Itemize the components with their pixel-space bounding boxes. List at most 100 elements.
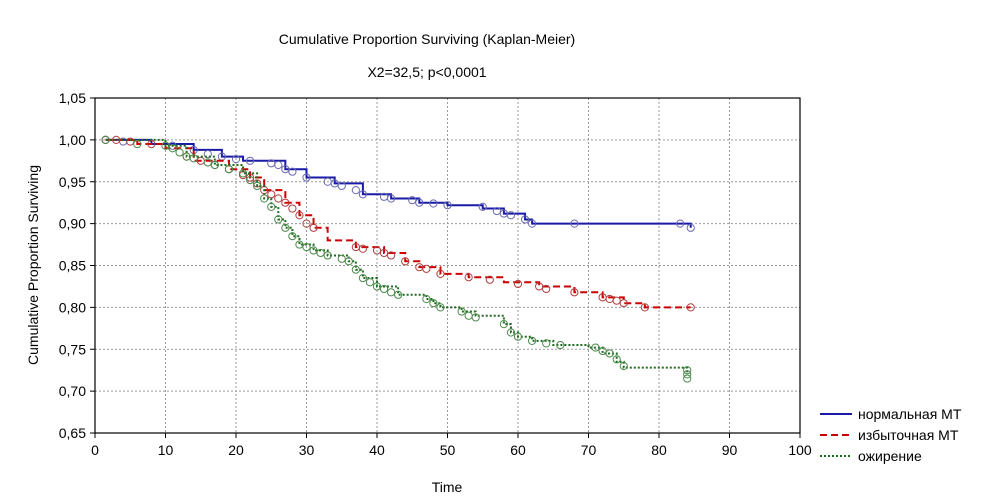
series-3-censor-marker	[429, 299, 438, 308]
series-3	[101, 135, 692, 383]
x-axis-label: Time	[432, 479, 463, 495]
series-3-censor-marker	[605, 349, 614, 358]
series-2-censor-marker	[640, 303, 650, 312]
x-tick-label: 60	[510, 442, 526, 458]
series-3-censor-marker	[175, 148, 184, 157]
series-2-censor-marker	[281, 198, 290, 207]
series-3-censor-marker	[203, 158, 212, 167]
series-3-censor-marker	[267, 202, 276, 211]
series-2-censor-marker	[464, 273, 473, 282]
x-tick-label: 40	[369, 442, 385, 458]
series-3-censor-marker	[133, 139, 142, 149]
series-3-censor-marker	[365, 278, 375, 287]
series-3-censor-marker	[422, 294, 431, 304]
x-tick-label: 20	[228, 442, 244, 458]
series-2-censor-marker	[542, 284, 551, 294]
y-tick-label: 1,05	[59, 90, 86, 106]
series-2-censor-marker	[387, 251, 396, 260]
series-3-censor-marker	[457, 307, 466, 316]
series-2-censor-marker	[619, 299, 628, 308]
series-2-censor-marker	[436, 269, 445, 278]
series-1-censor-marker	[358, 190, 367, 199]
series-3-censor-marker	[556, 340, 565, 350]
y-tick-label: 1,00	[59, 132, 86, 148]
series-1-censor-marker	[337, 181, 346, 191]
x-tick-label: 90	[722, 442, 738, 458]
series-3-censor-marker	[358, 273, 367, 283]
series-2-censor-marker	[253, 179, 262, 188]
y-tick-label: 0,85	[59, 258, 86, 274]
series-2-censor-marker	[535, 282, 544, 291]
series-2-censor-marker	[570, 288, 579, 297]
series-3-censor-marker	[506, 328, 516, 337]
series-2-censor-marker	[358, 244, 367, 253]
series-1-censor-marker	[246, 156, 255, 165]
series-1-censor-marker	[203, 150, 212, 159]
series-3-censor-marker	[253, 181, 262, 191]
y-tick-label: 0,95	[59, 174, 86, 190]
x-tick-label: 30	[299, 442, 315, 458]
x-tick-label: 80	[651, 442, 667, 458]
series-3-censor-marker	[528, 336, 537, 345]
series-2-censor-marker	[309, 223, 318, 232]
series-3-censor-marker	[309, 246, 318, 255]
series-2-censor-marker	[372, 246, 382, 255]
y-tick-label: 0,75	[59, 341, 86, 357]
series-3-censor-marker	[337, 254, 346, 263]
chart-title: Cumulative Proportion Surviving (Kaplan-…	[279, 31, 575, 47]
legend: нормальная МТ избыточная МТ ожирение	[820, 406, 962, 464]
series-2-censor-marker	[513, 279, 523, 289]
series-3-censor-marker	[436, 303, 445, 312]
series-3-censor-marker	[387, 288, 396, 297]
series-2-censor-marker	[686, 303, 695, 312]
series-3-censor-marker	[238, 169, 248, 178]
series-2-censor-marker	[401, 257, 410, 266]
series-3-censor-marker	[379, 284, 389, 294]
series-3-line	[105, 138, 689, 375]
series-3-censor-marker	[302, 242, 311, 252]
series-3-censor-marker	[683, 374, 692, 383]
series-3-censor-marker	[683, 366, 692, 375]
series-3-censor-marker	[499, 320, 508, 329]
series-1-censor-marker	[676, 219, 685, 228]
series-3-censor-marker	[323, 251, 332, 260]
x-tick-label: 0	[91, 442, 99, 458]
series-1-censor-marker	[570, 219, 579, 228]
series-2-censor-marker	[295, 211, 304, 220]
y-tick-label: 0,70	[59, 383, 86, 399]
series-1-censor-marker	[415, 198, 424, 207]
series-1-censor-marker	[351, 186, 360, 195]
series-3-censor-marker	[295, 240, 304, 249]
series-1-censor-marker	[506, 211, 516, 220]
series-3-censor-marker	[210, 160, 219, 170]
series-2-censor-marker	[302, 219, 311, 228]
series-2-censor-marker	[379, 248, 389, 258]
series-2-censor-marker	[126, 137, 135, 146]
series-2-censor-marker	[485, 275, 494, 284]
series-2-legend-label: избыточная МТ	[858, 427, 959, 443]
plot-area: 0 10 20 30 40 50 60 70 80 90 100 0,65 0,70 0,75 0,80 0,…	[59, 90, 812, 458]
series-1-censor-marker	[528, 219, 537, 228]
series-group	[101, 135, 695, 383]
series-3-censor-marker	[246, 175, 255, 185]
series-1-censor-marker	[686, 223, 695, 232]
series-3-legend-label: ожирение	[858, 448, 922, 464]
series-3-censor-marker	[344, 257, 353, 266]
series-3-censor-marker	[168, 144, 177, 153]
series-1-censor-marker	[408, 196, 417, 205]
series-1-line	[105, 138, 692, 228]
series-3-censor-marker	[274, 215, 283, 224]
series-3-censor-marker	[394, 290, 403, 299]
x-tick-label: 10	[158, 442, 174, 458]
series-1-censor-marker	[288, 167, 297, 176]
series-1-legend-label: нормальная МТ	[858, 406, 962, 422]
series-3-censor-marker	[598, 346, 607, 356]
series-1-censor-marker	[478, 202, 487, 211]
x-tick-label: 70	[581, 442, 597, 458]
series-2-censor-marker	[112, 135, 121, 144]
series-3-censor-marker	[316, 248, 325, 258]
series-1-censor-marker	[492, 206, 501, 216]
series-3-censor-marker	[288, 232, 297, 241]
series-1-censor-marker	[330, 179, 339, 188]
